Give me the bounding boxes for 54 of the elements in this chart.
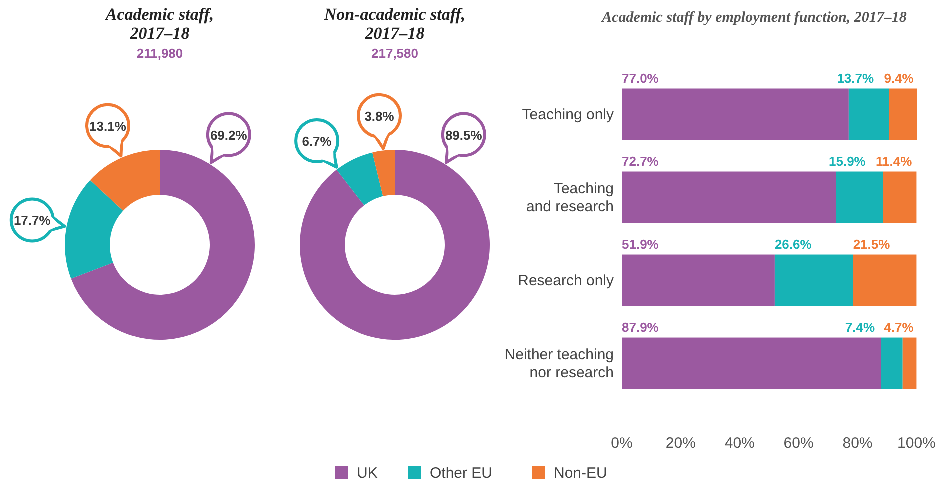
x-tick-label: 100% xyxy=(898,435,936,452)
donut-slice xyxy=(71,150,255,340)
chart-title: Academic staff, 2017–18 xyxy=(104,5,214,43)
bar xyxy=(889,88,917,140)
bar xyxy=(902,338,917,390)
legend-label: UK xyxy=(357,465,378,482)
chart-subtitle: 217,580 xyxy=(372,46,418,61)
donut-slice xyxy=(65,180,124,279)
data-label: 6.7% xyxy=(302,134,332,149)
legend-label: Non-EU xyxy=(554,465,608,482)
donut-slice xyxy=(336,152,384,206)
bar xyxy=(836,172,884,224)
data-label: 89.5% xyxy=(445,128,483,143)
data-label: 72.7% xyxy=(622,154,660,169)
donut-slice xyxy=(300,150,490,340)
data-label: 15.9% xyxy=(829,154,866,169)
x-tick-label: 40% xyxy=(724,435,755,452)
data-label: 4.7% xyxy=(884,320,914,335)
data-label: 69.2% xyxy=(210,128,248,143)
chart-title: Non-academic staff, 2017–18 xyxy=(323,5,466,43)
bar xyxy=(848,88,890,140)
data-label: 21.5% xyxy=(853,236,891,252)
chart-subtitle: 211,980 xyxy=(136,46,184,61)
x-tick-label: 80% xyxy=(842,435,873,452)
bar xyxy=(622,172,836,224)
data-label: 7.4% xyxy=(845,320,876,335)
bar xyxy=(774,254,854,306)
data-label: 17.7% xyxy=(14,213,52,228)
data-label: 11.4% xyxy=(876,154,913,169)
donut-slice xyxy=(372,150,395,196)
data-label: 77.0% xyxy=(622,70,660,86)
data-label: 3.8% xyxy=(364,108,395,124)
y-tick-label: Teaching and research xyxy=(526,180,614,216)
bar xyxy=(881,338,903,390)
bar xyxy=(883,172,917,224)
x-tick-label: 20% xyxy=(666,435,696,452)
data-label: 87.9% xyxy=(622,320,660,335)
x-tick-label: 60% xyxy=(784,435,814,452)
bar xyxy=(622,254,775,306)
donut-slice xyxy=(90,150,160,211)
data-label: 13.7% xyxy=(837,70,874,86)
chart-title: Academic staff by employment function, 2017–18 xyxy=(601,10,908,26)
data-label: 13.1% xyxy=(90,118,127,134)
y-tick-label: Teaching only xyxy=(522,106,614,124)
data-label: 9.4% xyxy=(884,70,914,86)
y-tick-label: Neither teaching nor research xyxy=(504,346,614,382)
bar xyxy=(622,338,882,390)
data-label: 51.9% xyxy=(622,236,660,252)
legend-label: Other EU xyxy=(430,465,493,482)
bar xyxy=(853,254,917,306)
y-tick-label: Research only xyxy=(518,272,614,290)
x-tick-label: 0% xyxy=(611,435,633,452)
bar xyxy=(622,88,849,140)
data-label: 26.6% xyxy=(774,236,812,252)
